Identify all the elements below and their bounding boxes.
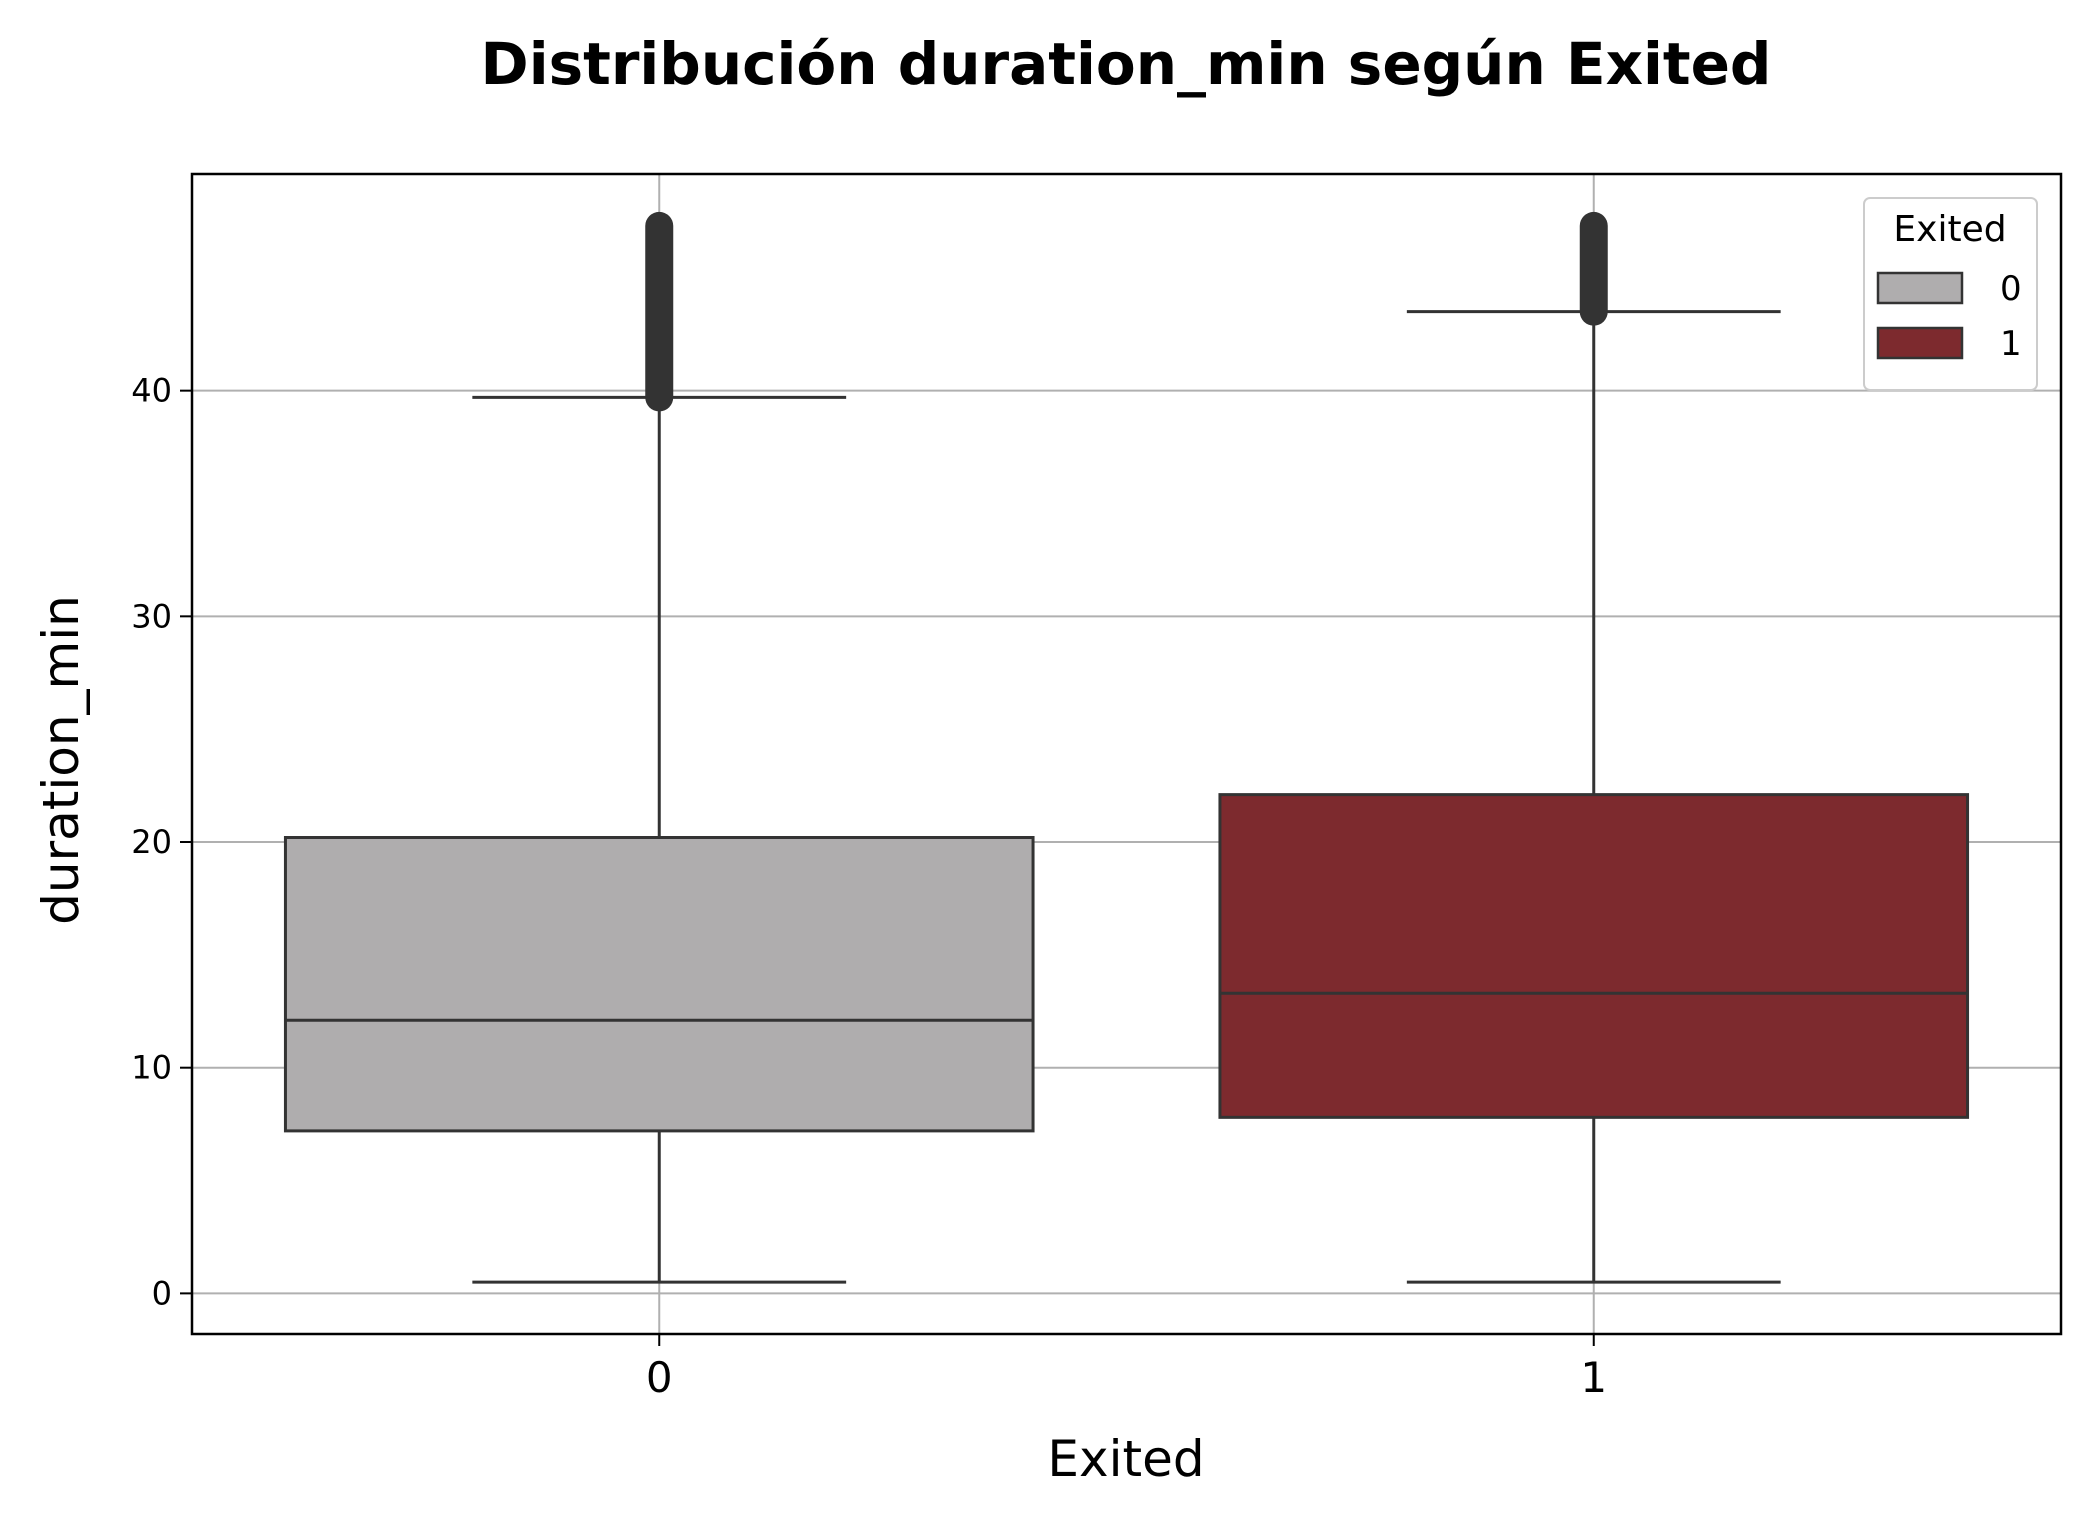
y-tick-label: 30 [131, 597, 172, 635]
box-iqr [283, 836, 1035, 1133]
y-axis: 0 10 20 30 40 [131, 372, 192, 1312]
plot-frame [190, 172, 2063, 1336]
x-tick-label: 1 [1580, 1353, 1607, 1402]
x-tick-label: 0 [646, 1353, 673, 1402]
legend-swatch-0 [1876, 271, 1964, 305]
y-axis-title: duration_min [32, 595, 90, 925]
legend: Exited 01 [1863, 197, 2038, 391]
box-plots [283, 211, 1970, 1284]
y-tick-label: 40 [131, 372, 172, 410]
legend-label-1: 1 [2000, 324, 2022, 364]
grid-lines [192, 174, 2061, 1334]
box-plot-0 [283, 211, 1035, 1284]
legend-title: Exited [1893, 209, 2006, 250]
legend-label-0: 0 [2000, 269, 2022, 309]
y-tick-label: 20 [131, 823, 172, 861]
legend-entries: 01 [1876, 269, 2022, 364]
legend-swatch-1 [1876, 326, 1964, 360]
chart-title: Distribución duration_min según Exited [481, 30, 1772, 98]
box-plot-1 [1218, 211, 1970, 1284]
y-tick-label: 0 [152, 1274, 172, 1312]
box-iqr [1218, 793, 1970, 1119]
x-axis-title: Exited [1047, 1430, 1204, 1488]
y-tick-label: 10 [131, 1049, 172, 1087]
